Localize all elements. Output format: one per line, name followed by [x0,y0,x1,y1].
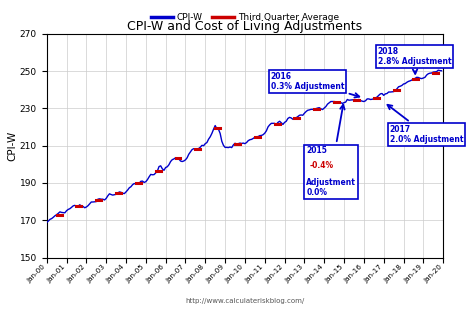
Y-axis label: CPI-W: CPI-W [7,131,17,161]
Text: 2016
0.3% Adjustment: 2016 0.3% Adjustment [271,72,359,98]
Text: 2015


Adjustment
0.0%: 2015 Adjustment 0.0% [306,105,356,197]
Legend: CPI-W, Third Quarter Average: CPI-W, Third Quarter Average [147,9,343,25]
Title: CPI-W and Cost of Living Adjustments: CPI-W and Cost of Living Adjustments [128,20,363,33]
Text: 2018
2.8% Adjustment: 2018 2.8% Adjustment [378,46,451,74]
Text: -0.4%: -0.4% [310,161,334,170]
Text: http://www.calculateriskblog.com/: http://www.calculateriskblog.com/ [185,298,305,304]
Text: 2017
2.0% Adjustment: 2017 2.0% Adjustment [387,105,463,144]
